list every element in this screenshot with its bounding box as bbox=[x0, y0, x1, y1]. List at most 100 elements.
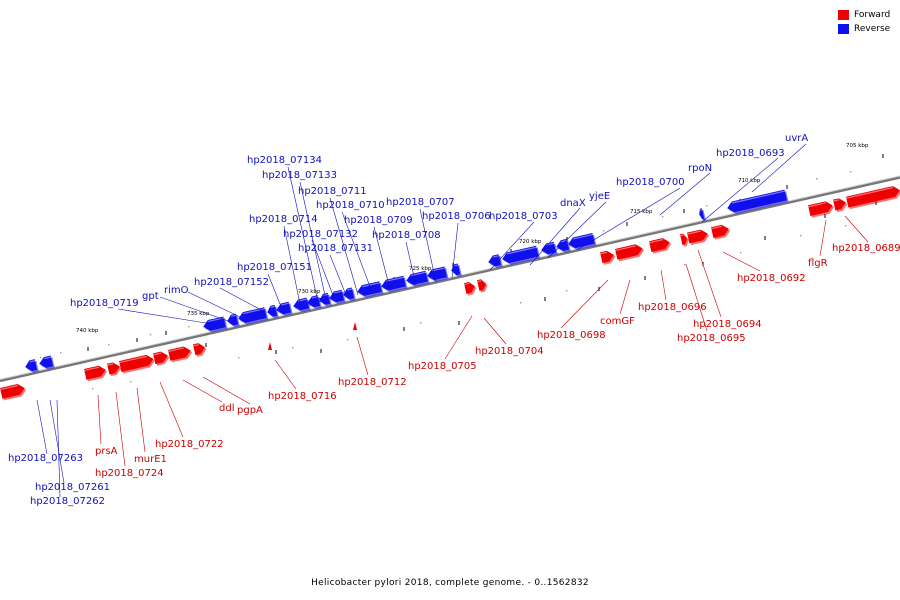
scale-dot bbox=[420, 322, 422, 324]
gene-highlight bbox=[243, 308, 265, 315]
forward-gene-arrow bbox=[477, 279, 488, 293]
gene-body bbox=[39, 355, 54, 368]
reverse-gene-label: hp2018_0714 bbox=[249, 214, 318, 225]
gene-body bbox=[153, 351, 168, 365]
gene-leader-line bbox=[722, 251, 761, 272]
gene-body bbox=[727, 189, 787, 213]
reverse-gene-arrow bbox=[343, 287, 356, 301]
gene-highlight bbox=[362, 282, 380, 288]
reverse-gene-label: rimO bbox=[164, 285, 189, 296]
gene-body bbox=[615, 244, 643, 260]
gene-highlight bbox=[833, 199, 840, 202]
gene-highlight bbox=[808, 202, 827, 208]
gene-highlight bbox=[649, 239, 664, 244]
reverse-gene-label: hp2018_0719 bbox=[70, 298, 139, 309]
forward-gene-arrow bbox=[649, 238, 672, 254]
gene-highlight bbox=[454, 264, 459, 267]
gene-leader-line bbox=[49, 399, 65, 484]
gene-leader-line bbox=[619, 279, 631, 315]
forward-gene-label: hp2018_0696 bbox=[638, 302, 707, 313]
gene-body bbox=[808, 201, 833, 217]
gene-body bbox=[119, 354, 154, 372]
reverse-gene-label: gpt bbox=[142, 291, 159, 302]
reverse-gene-label: hp2018_07133 bbox=[262, 170, 337, 181]
gene-body bbox=[711, 224, 729, 238]
reverse-gene-label: hp2018_0707 bbox=[386, 197, 455, 208]
forward-gene-arrow bbox=[0, 384, 27, 401]
gene-leader-line bbox=[697, 249, 722, 318]
gene-highlight bbox=[507, 246, 537, 255]
gene-body bbox=[25, 359, 38, 372]
gene-leader-line bbox=[489, 221, 535, 271]
reverse-gene-arrow bbox=[329, 289, 346, 304]
gene-body bbox=[293, 297, 310, 311]
forward-gene-label: pgpA bbox=[237, 405, 263, 416]
genome-caption: Helicobacter pylori 2018, complete genom… bbox=[311, 578, 589, 588]
scale-dot bbox=[130, 381, 132, 383]
forward-gene-label: murE1 bbox=[134, 454, 167, 465]
forward-gene-arrow bbox=[119, 354, 155, 374]
tick-label: 725 kbp bbox=[409, 266, 432, 272]
gene-highlight bbox=[168, 347, 185, 353]
gene-highlight bbox=[600, 251, 608, 255]
reverse-gene-arrow bbox=[406, 270, 430, 287]
reverse-gene-arrow bbox=[238, 307, 269, 325]
forward-gene-label: hp2018_0712 bbox=[338, 377, 407, 388]
forward-gene-label: hp2018_0716 bbox=[268, 391, 337, 402]
reverse-gene-arrow bbox=[568, 233, 597, 250]
forward-gene-arrow bbox=[808, 201, 835, 218]
gene-leader-line bbox=[659, 172, 711, 216]
reverse-gene-label: hp2018_07261 bbox=[35, 482, 110, 493]
forward-gene-label: flgR bbox=[808, 258, 828, 269]
gene-body bbox=[687, 229, 708, 244]
gene-leader-line bbox=[329, 254, 347, 296]
gene-body bbox=[227, 313, 239, 326]
gene-body bbox=[502, 245, 539, 264]
gene-body bbox=[600, 250, 614, 264]
reverse-gene-label: hp2018_0710 bbox=[316, 200, 385, 211]
scale-dot bbox=[566, 290, 568, 292]
scale-dot bbox=[40, 357, 42, 359]
gene-body bbox=[319, 292, 331, 305]
gene-body bbox=[276, 301, 292, 315]
gene-highlight bbox=[107, 363, 114, 366]
reverse-gene-label: hp2018_07151 bbox=[237, 262, 312, 273]
scale-dot bbox=[150, 334, 152, 336]
gene-body bbox=[541, 241, 557, 255]
forward-gene-arrow bbox=[687, 229, 710, 246]
gene-highlight bbox=[477, 280, 482, 283]
gene-leader-line bbox=[685, 263, 708, 332]
gene-highlight bbox=[323, 293, 329, 297]
gene-leader-line bbox=[274, 359, 297, 390]
tick-label: 705 kbp bbox=[846, 143, 869, 149]
gene-leader-line bbox=[405, 241, 417, 286]
gene-leader-line bbox=[182, 379, 223, 403]
scale-dot bbox=[684, 264, 686, 266]
gene-highlight bbox=[281, 302, 290, 306]
tick-label: 740 kbp bbox=[76, 328, 99, 334]
forward-gene-label: hp2018_0724 bbox=[95, 468, 164, 479]
gene-body bbox=[168, 346, 191, 361]
gene-highlight bbox=[153, 352, 162, 356]
forward-gene-arrow bbox=[846, 186, 900, 210]
gene-body bbox=[477, 279, 487, 291]
scale-dot bbox=[706, 205, 708, 207]
gene-leader-line bbox=[844, 215, 869, 243]
reverse-gene-arrow bbox=[502, 245, 541, 265]
reverse-gene-label: hp2018_0700 bbox=[616, 177, 685, 188]
small-forward-gene bbox=[268, 342, 272, 350]
small-forward-gene bbox=[353, 322, 357, 330]
forward-gene-arrow bbox=[168, 346, 193, 363]
reverse-gene-arrow bbox=[293, 297, 311, 313]
forward-gene-arrow bbox=[464, 281, 477, 296]
tick-label: 730 kbp bbox=[298, 289, 321, 295]
scale-dot bbox=[238, 357, 240, 359]
gene-leader-line bbox=[444, 315, 473, 360]
gene-leader-line bbox=[560, 279, 609, 329]
scale-dot bbox=[850, 171, 852, 173]
reverse-gene-label: uvrA bbox=[785, 133, 808, 144]
reverse-gene-label: dnaX bbox=[560, 198, 586, 209]
forward-gene-arrow bbox=[680, 233, 689, 247]
gene-body bbox=[846, 186, 900, 208]
